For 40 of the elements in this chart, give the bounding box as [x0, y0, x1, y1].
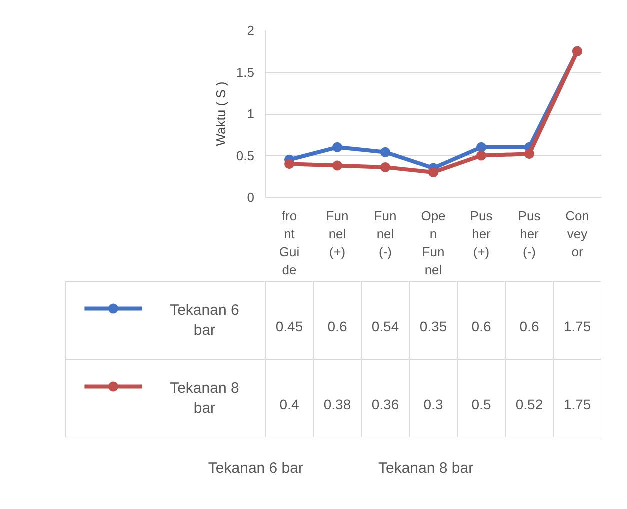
- data-label: 0.54: [372, 318, 400, 335]
- data-label: 0.5: [472, 396, 492, 413]
- data-label: 1.75: [564, 318, 592, 335]
- point: [284, 159, 294, 170]
- x-tick-label: Funnel (+): [326, 208, 349, 260]
- point: [332, 160, 342, 171]
- x-tick-label: Conveyor: [566, 208, 590, 260]
- data-label: 0.38: [324, 396, 352, 413]
- data-label: 0.45: [276, 318, 304, 335]
- point: [476, 150, 486, 161]
- point: [428, 167, 438, 178]
- y-tick-label: 0: [247, 190, 255, 205]
- y-axis-title: Waktu ( S ): [213, 82, 228, 146]
- x-tick-label: Pusher (+): [470, 208, 494, 260]
- y-tick-label: 2: [247, 23, 255, 38]
- data-label: 0.36: [372, 396, 400, 413]
- y-tick-label: 1.5: [236, 64, 255, 80]
- point: [380, 162, 390, 172]
- y-tick-label: 0.5: [236, 148, 255, 164]
- data-label: 0.4: [280, 396, 300, 413]
- x-tick-label: front Guide: [279, 208, 300, 278]
- data-label: 0.52: [516, 396, 544, 413]
- x-tick-label: Pusher (-): [518, 208, 542, 260]
- data-label: 0.35: [420, 318, 448, 335]
- data-label: 0.6: [472, 318, 492, 335]
- data-label: 1.75: [564, 396, 592, 413]
- data-label: 0.6: [328, 318, 348, 335]
- text: Tekanan 8 bar: [378, 460, 474, 476]
- x-tick-label: Funnel (-): [374, 208, 397, 260]
- data-label: 0.3: [424, 396, 444, 413]
- text: Tekanan 6 bar: [208, 460, 304, 476]
- legend-label: Tekanan 6 bar: [170, 302, 240, 340]
- point: [332, 142, 342, 152]
- x-tick-label: Open Funnel: [421, 208, 446, 278]
- point: [524, 149, 534, 160]
- point: [476, 142, 486, 152]
- point: [380, 147, 390, 158]
- data-label: 0.6: [520, 318, 540, 335]
- legend-label: Tekanan 8 bar: [170, 380, 240, 418]
- y-tick-label: 1: [247, 106, 255, 122]
